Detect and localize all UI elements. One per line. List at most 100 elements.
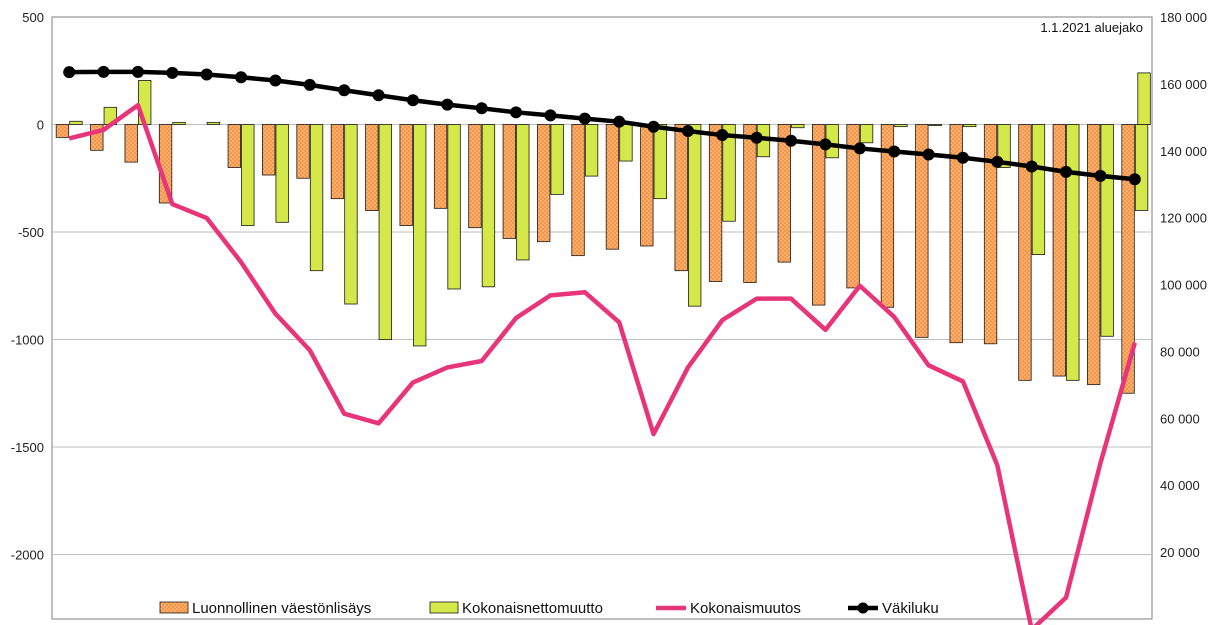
point-vakiluku xyxy=(922,148,935,161)
bar-kokonaisnettomuutto xyxy=(619,124,633,162)
bar-kokonaisnettomuutto xyxy=(653,124,667,200)
bar-kokonaisnettomuutto xyxy=(206,121,221,125)
right-tick-label: 20 000 xyxy=(1160,545,1200,560)
bar-luonnollinen xyxy=(124,124,138,163)
point-vakiluku xyxy=(63,66,76,79)
legend-swatch xyxy=(429,601,459,614)
bar-kokonaisnettomuutto xyxy=(241,124,255,226)
point-vakiluku xyxy=(991,155,1004,168)
bar-luonnollinen xyxy=(227,124,241,168)
point-vakiluku xyxy=(441,98,454,111)
point-vakiluku xyxy=(510,106,523,119)
right-tick-label: 40 000 xyxy=(1160,478,1200,493)
bar-kokonaisnettomuutto xyxy=(928,124,942,126)
bar-kokonaisnettomuutto xyxy=(172,121,186,125)
point-vakiluku xyxy=(750,131,763,144)
plot-area xyxy=(51,16,1153,620)
point-vakiluku xyxy=(97,65,110,78)
point-vakiluku xyxy=(475,102,488,115)
bar-kokonaisnettomuutto xyxy=(69,120,83,125)
bar-kokonaisnettomuutto xyxy=(722,124,736,222)
bar-kokonaisnettomuutto xyxy=(791,124,805,129)
bar-luonnollinen xyxy=(880,124,895,308)
point-vakiluku xyxy=(406,94,419,107)
bar-luonnollinen xyxy=(433,124,448,209)
bar-kokonaisnettomuutto xyxy=(584,124,599,177)
bar-kokonaisnettomuutto xyxy=(378,124,392,340)
legend: Luonnollinen väestönlisäys Kokonaisnettom… xyxy=(159,600,939,617)
point-vakiluku xyxy=(544,109,557,122)
right-tick-label: 160 000 xyxy=(1160,77,1207,92)
bar-luonnollinen xyxy=(777,124,791,263)
legend-label: Luonnollinen väestönlisäys xyxy=(192,600,371,617)
bar-kokonaisnettomuutto xyxy=(550,124,564,195)
bar-luonnollinen xyxy=(708,124,723,282)
bar-luonnollinen xyxy=(1121,124,1135,394)
point-vakiluku xyxy=(613,115,626,128)
bar-luonnollinen xyxy=(537,124,551,243)
point-vakiluku xyxy=(716,129,729,142)
bar-kokonaisnettomuutto xyxy=(1137,72,1151,125)
left-tick-label: 0 xyxy=(37,118,44,133)
legend-label: Väkiluku xyxy=(882,600,939,617)
bar-luonnollinen xyxy=(640,124,654,247)
right-tick-label: 100 000 xyxy=(1160,278,1207,293)
left-tick-label: -1000 xyxy=(11,333,44,348)
left-tick-label: -500 xyxy=(18,225,44,240)
bar-kokonaisnettomuutto xyxy=(516,124,530,261)
bar-luonnollinen xyxy=(55,124,70,138)
point-vakiluku xyxy=(372,89,385,102)
bar-kokonaisnettomuutto xyxy=(481,124,496,288)
legend-label: Kokonaismuutos xyxy=(690,600,801,617)
bar-luonnollinen xyxy=(605,124,620,250)
bar-kokonaisnettomuutto xyxy=(859,124,874,144)
point-vakiluku xyxy=(1060,165,1073,178)
right-tick-label: 140 000 xyxy=(1160,144,1207,159)
bar-luonnollinen xyxy=(846,124,860,289)
bar-kokonaisnettomuutto xyxy=(1066,124,1080,381)
bar-luonnollinen xyxy=(262,124,276,176)
bar-luonnollinen xyxy=(915,124,929,338)
point-vakiluku xyxy=(785,134,798,147)
legend-swatch xyxy=(159,601,189,614)
point-vakiluku xyxy=(888,145,901,158)
left-tick-label: 500 xyxy=(22,10,44,25)
point-vakiluku xyxy=(578,112,591,125)
point-vakiluku xyxy=(1025,160,1038,173)
point-vakiluku xyxy=(303,78,316,91)
point-vakiluku xyxy=(166,66,179,79)
point-vakiluku xyxy=(235,71,248,84)
bar-kokonaisnettomuutto xyxy=(275,124,289,223)
bar-luonnollinen xyxy=(743,124,757,283)
right-tick-label: 80 000 xyxy=(1160,344,1200,359)
bar-kokonaisnettomuutto xyxy=(997,124,1011,168)
point-vakiluku xyxy=(647,120,660,133)
point-vakiluku xyxy=(956,151,969,164)
point-vakiluku xyxy=(853,142,866,155)
point-vakiluku xyxy=(1094,169,1107,182)
legend-marker xyxy=(857,602,869,614)
bar-luonnollinen xyxy=(571,124,585,257)
bar-kokonaisnettomuutto xyxy=(344,124,358,305)
bar-luonnollinen xyxy=(502,124,516,239)
chart-note: 1.1.2021 aluejako xyxy=(1040,20,1143,35)
right-tick-label: 120 000 xyxy=(1160,211,1207,226)
bar-luonnollinen xyxy=(674,124,688,272)
point-vakiluku xyxy=(338,84,351,97)
bar-luonnollinen xyxy=(399,124,413,226)
bar-luonnollinen xyxy=(1052,124,1066,377)
lines xyxy=(63,65,1141,625)
bar-kokonaisnettomuutto xyxy=(447,124,461,290)
left-tick-label: -1500 xyxy=(11,440,44,455)
right-tick-label: 60 000 xyxy=(1160,411,1200,426)
bar-kokonaisnettomuutto xyxy=(894,124,908,128)
right-tick-label: 180 000 xyxy=(1160,10,1207,25)
bar-luonnollinen xyxy=(983,124,998,345)
bar-luonnollinen xyxy=(1018,124,1032,381)
bar-luonnollinen xyxy=(949,124,963,344)
point-vakiluku xyxy=(131,65,144,78)
bar-luonnollinen xyxy=(468,124,482,229)
point-vakiluku xyxy=(269,74,282,87)
bars xyxy=(55,72,1151,394)
